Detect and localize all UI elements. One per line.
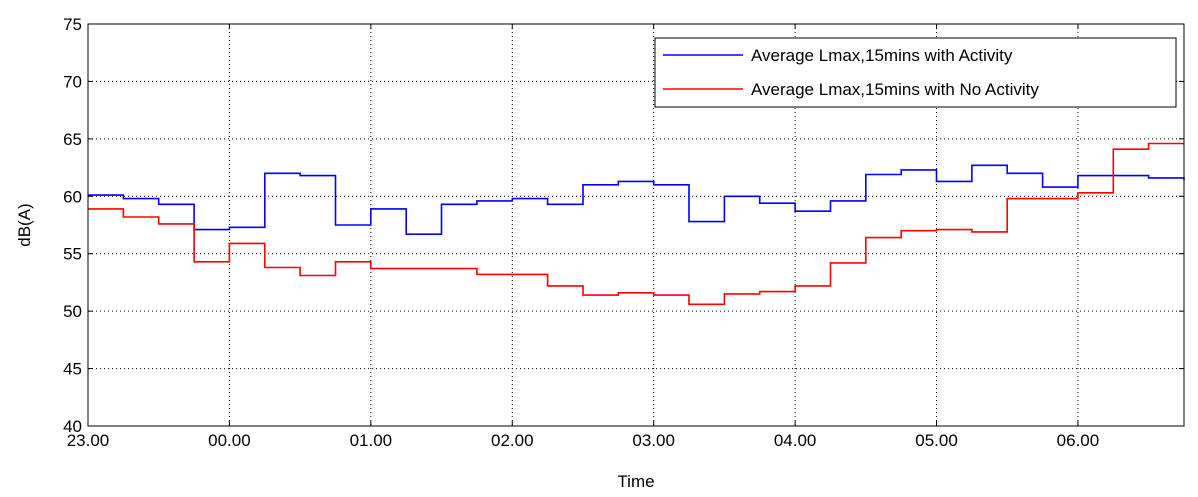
legend-label-no-activity: Average Lmax,15mins with No Activity: [751, 80, 1039, 99]
x-tick-label: 23.00: [67, 431, 110, 450]
y-tick-label: 70: [63, 72, 82, 91]
y-tick-label: 65: [63, 130, 82, 149]
y-tick-label: 45: [63, 360, 82, 379]
plot-frame: [87, 23, 1185, 427]
x-tick-label: 01.00: [350, 431, 393, 450]
x-tick-label: 05.00: [915, 431, 958, 450]
series-line-no-activity: [88, 142, 1184, 306]
axis-ticks: [87, 23, 1184, 427]
x-axis-label: Time: [617, 472, 654, 491]
tick-labels: 40 45 50 55 60 65 70 75 23.00 00.00 01.00 02.00 03.0…: [63, 15, 1099, 450]
legend-box: [654, 37, 1177, 108]
y-tick-label: 55: [63, 245, 82, 264]
x-tick-label: 04.00: [774, 431, 817, 450]
y-tick-label: 40: [63, 417, 82, 436]
x-tick-label: 00.00: [208, 431, 251, 450]
y-tick-label: 50: [63, 302, 82, 321]
legend-label-activity: Average Lmax,15mins with Activity: [751, 46, 1013, 65]
series-layer: [88, 142, 1185, 306]
x-tick-label: 02.00: [491, 431, 534, 450]
x-tick-label: 03.00: [632, 431, 675, 450]
y-axis-label: dB(A): [15, 203, 34, 246]
legend: Average Lmax,15mins with Activity Averag…: [654, 37, 1177, 108]
y-tick-label: 60: [63, 187, 82, 206]
x-tick-label: 06.00: [1057, 431, 1100, 450]
series-line-activity: [88, 164, 1185, 235]
y-tick-label: 75: [63, 15, 82, 34]
